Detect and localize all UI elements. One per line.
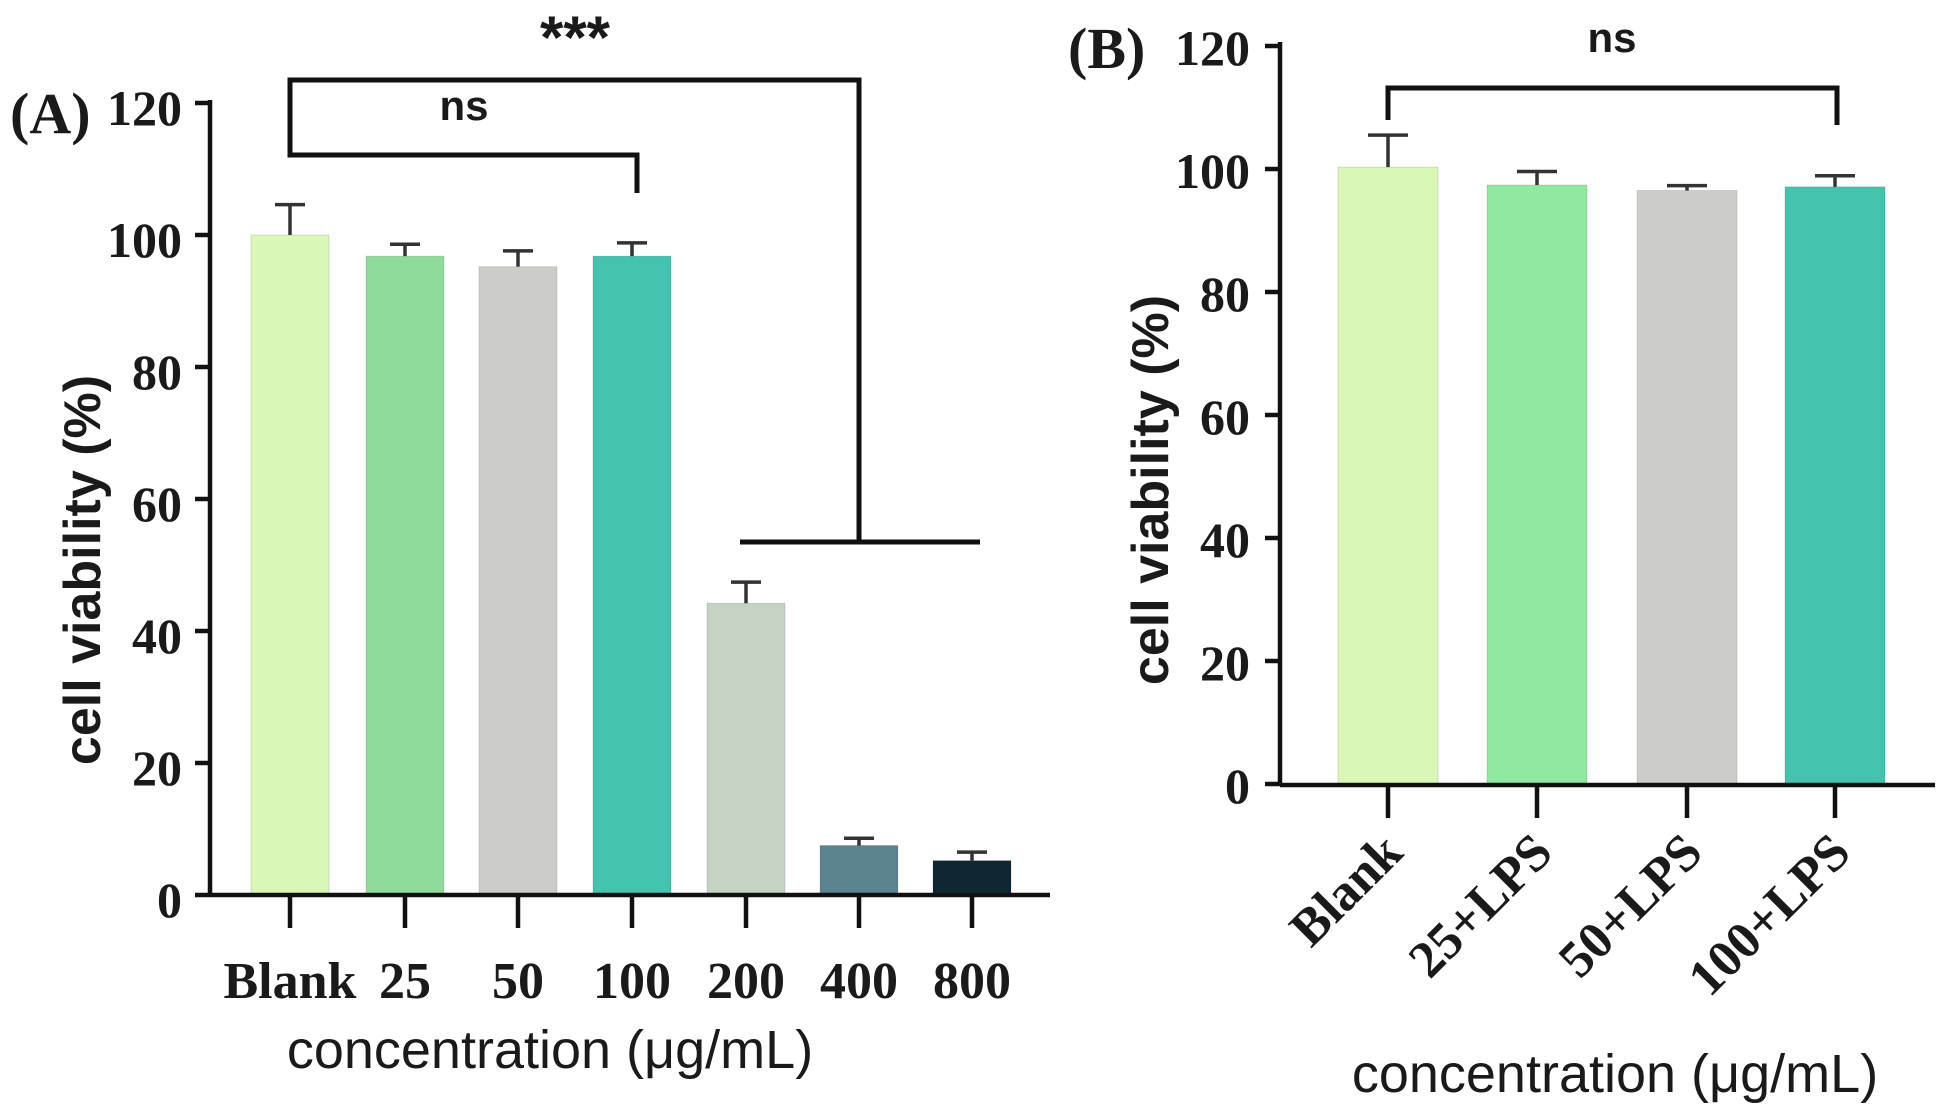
panel-a-x-tick-label: 200	[707, 953, 785, 1010]
panel-b-y-axis-title: cell viability (%)	[1122, 295, 1180, 685]
panel-b-bar-50-lps	[1636, 190, 1738, 785]
panel-a-error-bar-100	[617, 241, 647, 257]
panel-a-error-bar-200	[731, 580, 761, 604]
panel-a-x-axis-title: concentration (μg/mL)	[287, 1020, 813, 1080]
stars-label-a: ***	[540, 4, 611, 71]
panel-a-bar-100	[592, 255, 672, 896]
panel-b-bar-100-lps	[1784, 186, 1886, 785]
panel-a-label: (A)	[10, 81, 91, 146]
panel-a-y-tick-label: 100	[107, 212, 182, 268]
panel-a-y-tick-label: 40	[132, 608, 182, 664]
panel-b-error-bar-blank	[1368, 133, 1408, 168]
panel-a-y-tick-label: 20	[132, 740, 182, 796]
panel-b-label: (B)	[1068, 16, 1145, 81]
panel-a-x-tick-label: 25	[379, 953, 431, 1010]
panel-b-y-tick-marks	[1265, 43, 1280, 787]
panel-b-axes	[1265, 42, 1935, 818]
panel-b-y-tick-label: 120	[1175, 20, 1250, 76]
panel-b-error-bar-25-lps	[1517, 169, 1557, 185]
panel-a-x-tick-label: 400	[820, 953, 898, 1010]
panel-a-error-bar-400	[844, 836, 874, 846]
panel-b-y-tick-label: 0	[1225, 758, 1250, 814]
panel-a-y-tick-label: 60	[132, 476, 182, 532]
panel-a-x-tick-label: 800	[933, 953, 1011, 1010]
panel-a-y-tick-label: 0	[157, 872, 182, 928]
panel-b-y-tick-label: 100	[1175, 143, 1250, 199]
panel-a-bar-400	[819, 845, 899, 896]
panel-b-y-tick-label: 20	[1200, 635, 1250, 691]
ns-label-a: ns	[439, 82, 488, 129]
panel-a-x-categories: Blank 25 50 100 200 400 800	[224, 953, 1011, 1010]
panel-b-error-bar-100-lps	[1815, 174, 1855, 187]
ns-bracket-b	[1385, 85, 1840, 125]
panel-a-y-tick-label: 80	[132, 344, 182, 400]
panel-a-axes	[195, 100, 1050, 928]
panel-a-bar-800	[932, 860, 1012, 896]
panel-a-bar-50	[478, 266, 558, 896]
panel-a-bar-25	[365, 255, 445, 896]
panel-a-error-bar-50	[503, 249, 533, 267]
panel-a-y-tick-label: 120	[107, 80, 182, 136]
panel-b-bar-blank	[1337, 166, 1439, 785]
panel-a-y-tick-marks	[195, 100, 210, 898]
panel-b-y-tick-label: 60	[1200, 389, 1250, 445]
panel-b-bars	[1337, 133, 1886, 785]
stars-bracket-a	[287, 77, 862, 542]
panel-a-x-tick-label: Blank	[224, 953, 357, 1010]
panel-a-y-axis-title: cell viability (%)	[54, 375, 112, 765]
panel-a-bars	[250, 202, 1012, 896]
ns-bracket-a	[287, 134, 640, 193]
panel-b-x-tick-marks	[1385, 785, 1838, 818]
panel-a-x-tick-marks	[287, 895, 975, 928]
panel-a: (A) cell viability (%) concentration (μg…	[10, 4, 1050, 1080]
panel-a-bar-200	[706, 602, 786, 896]
panel-a-x-tick-label: 100	[593, 953, 671, 1010]
panel-a-error-bar-25	[390, 242, 420, 257]
panel-b-significance: ns	[1385, 14, 1840, 125]
panel-b-y-tick-label: 80	[1200, 266, 1250, 322]
panel-b-bar-25-lps	[1486, 184, 1588, 785]
panel-b-y-tick-label: 40	[1200, 512, 1250, 568]
panel-b: (B) cell viability (%) concentration (μg…	[1068, 14, 1935, 1104]
panel-a-significance: ns ***	[287, 4, 980, 545]
panel-a-x-tick-label: 50	[492, 953, 544, 1010]
panel-a-error-bar-800	[957, 850, 987, 861]
ns-label-b: ns	[1587, 14, 1636, 61]
panel-b-x-axis-title: concentration (μg/mL)	[1352, 1044, 1878, 1104]
panel-a-error-bar-blank	[275, 202, 305, 235]
panel-b-error-bar-50-lps	[1667, 183, 1707, 191]
panel-a-y-ticks: 0 20 40 60 80 100 120	[107, 80, 182, 928]
panel-a-bar-blank	[250, 234, 330, 896]
panel-b-y-ticks: 0 20 40 60 80 100 120	[1175, 20, 1250, 814]
